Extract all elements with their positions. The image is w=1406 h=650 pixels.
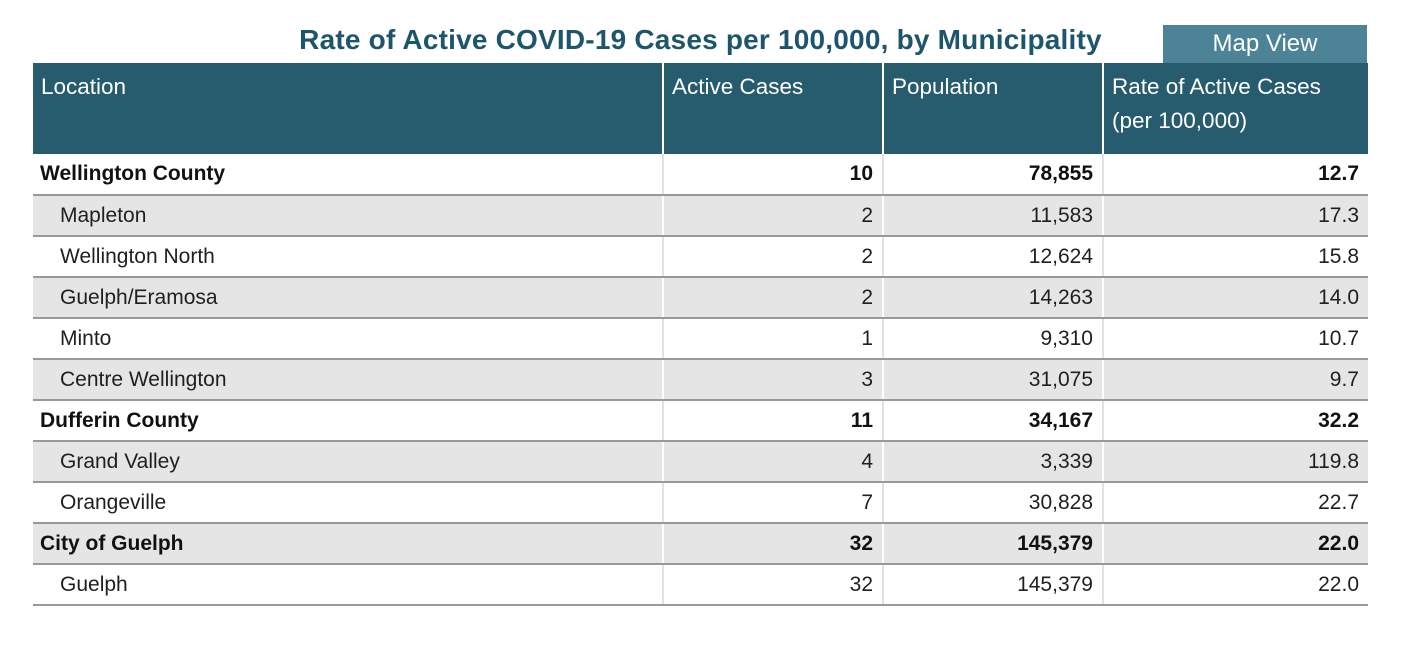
cell-population: 14,263 [883, 277, 1104, 319]
table-row: Grand Valley 4 3,339 119.8 [33, 441, 1368, 483]
cell-population: 9,310 [883, 318, 1104, 360]
cell-rate: 119.8 [1103, 441, 1368, 483]
cell-population: 34,167 [883, 400, 1104, 442]
cell-rate: 22.0 [1103, 523, 1368, 565]
cell-location: City of Guelph [33, 523, 664, 565]
cell-rate: 32.2 [1103, 400, 1368, 442]
cell-population: 145,379 [883, 523, 1104, 565]
cell-location: Wellington County [33, 154, 664, 196]
cell-location: Guelph [33, 564, 664, 606]
cell-active-cases: 11 [663, 400, 884, 442]
cell-active-cases: 2 [663, 236, 884, 278]
cell-population: 11,583 [883, 195, 1104, 237]
cell-rate: 9.7 [1103, 359, 1368, 401]
cell-active-cases: 2 [663, 195, 884, 237]
cell-rate: 10.7 [1103, 318, 1368, 360]
cell-active-cases: 1 [663, 318, 884, 360]
table-row: Minto 1 9,310 10.7 [33, 318, 1368, 360]
cell-population: 3,339 [883, 441, 1104, 483]
cell-active-cases: 32 [663, 523, 884, 565]
cell-active-cases: 10 [663, 154, 884, 196]
covid-rate-table: Location Active Cases Population Rate of… [33, 63, 1368, 606]
cell-rate: 22.7 [1103, 482, 1368, 524]
table-row: Centre Wellington 3 31,075 9.7 [33, 359, 1368, 401]
map-view-button[interactable]: Map View [1163, 25, 1367, 63]
cell-active-cases: 3 [663, 359, 884, 401]
table-row: City of Guelph 32 145,379 22.0 [33, 523, 1368, 565]
table-row: Mapleton 2 11,583 17.3 [33, 195, 1368, 237]
cell-location: Mapleton [33, 195, 664, 237]
table-row: Guelph/Eramosa 2 14,263 14.0 [33, 277, 1368, 319]
cell-location: Dufferin County [33, 400, 664, 442]
cell-rate: 12.7 [1103, 154, 1368, 196]
cell-population: 31,075 [883, 359, 1104, 401]
column-header-rate[interactable]: Rate of Active Cases (per 100,000) [1102, 63, 1368, 154]
cell-location: Wellington North [33, 236, 664, 278]
table-body: Wellington County 10 78,855 12.7 Mapleto… [33, 154, 1368, 606]
cell-rate: 14.0 [1103, 277, 1368, 319]
cell-active-cases: 32 [663, 564, 884, 606]
cell-population: 30,828 [883, 482, 1104, 524]
cell-rate: 17.3 [1103, 195, 1368, 237]
table-header-row: Location Active Cases Population Rate of… [33, 63, 1368, 154]
cell-location: Guelph/Eramosa [33, 277, 664, 319]
cell-rate: 22.0 [1103, 564, 1368, 606]
table-row: Wellington North 2 12,624 15.8 [33, 236, 1368, 278]
table-row: Dufferin County 11 34,167 32.2 [33, 400, 1368, 442]
cell-population: 78,855 [883, 154, 1104, 196]
cell-location: Minto [33, 318, 664, 360]
cell-active-cases: 4 [663, 441, 884, 483]
cell-location: Grand Valley [33, 441, 664, 483]
column-header-active-cases[interactable]: Active Cases [662, 63, 883, 154]
page-title: Rate of Active COVID-19 Cases per 100,00… [299, 24, 1102, 55]
column-header-population[interactable]: Population [882, 63, 1103, 154]
cell-population: 145,379 [883, 564, 1104, 606]
cell-location: Centre Wellington [33, 359, 664, 401]
cell-population: 12,624 [883, 236, 1104, 278]
cell-location: Orangeville [33, 482, 664, 524]
cell-active-cases: 7 [663, 482, 884, 524]
cell-active-cases: 2 [663, 277, 884, 319]
table-row: Orangeville 7 30,828 22.7 [33, 482, 1368, 524]
table-row: Wellington County 10 78,855 12.7 [33, 154, 1368, 196]
cell-rate: 15.8 [1103, 236, 1368, 278]
column-header-location[interactable]: Location [33, 63, 663, 154]
table-row: Guelph 32 145,379 22.0 [33, 564, 1368, 606]
